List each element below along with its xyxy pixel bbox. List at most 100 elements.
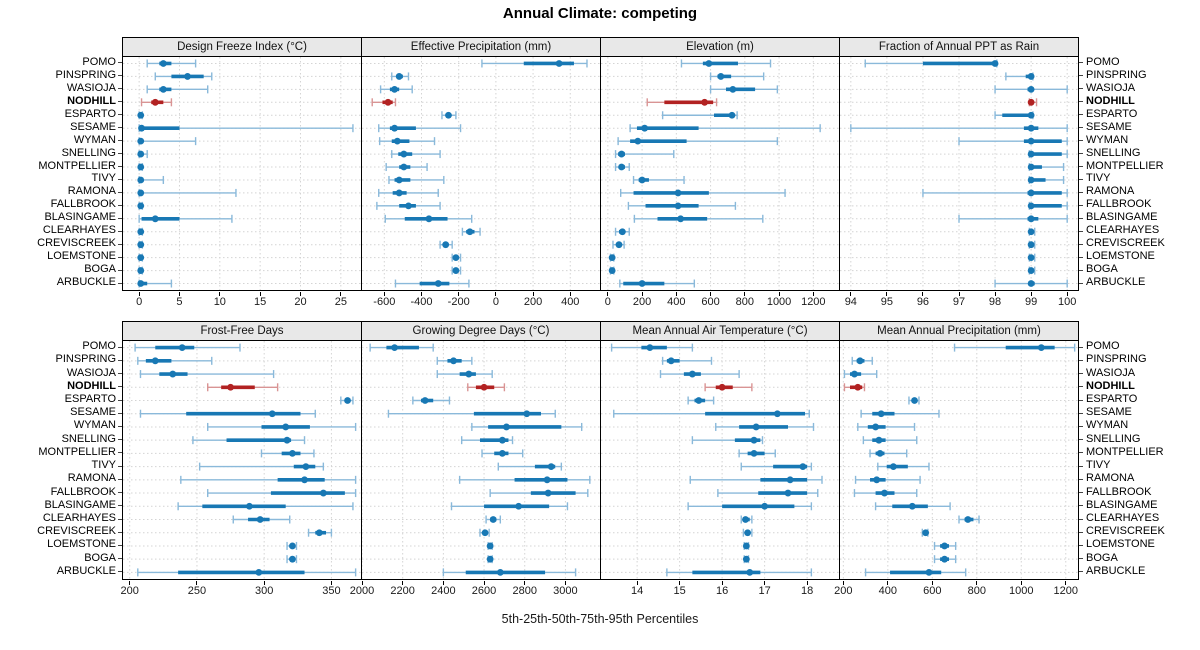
panel-header: Growing Degree Days (°C) (362, 322, 600, 341)
tick-mark (842, 581, 844, 585)
y-tick-left (118, 114, 122, 116)
median-dot (137, 189, 145, 197)
site-label-right: BLASINGAME (1086, 211, 1158, 224)
tick-label: 17 (758, 585, 771, 597)
panel-header: Mean Annual Precipitation (mm) (840, 322, 1078, 341)
tick-label: 350 (322, 585, 341, 597)
site-label-right: SNELLING (1086, 432, 1141, 445)
median-dot (489, 516, 497, 523)
tick-label: 15 (673, 585, 686, 597)
site-label-right: SESAME (1086, 406, 1132, 419)
median-dot (761, 502, 769, 510)
site-label-right: CREVISCREEK (1086, 237, 1165, 250)
y-tick-right (1079, 571, 1083, 573)
tick-mark (1065, 581, 1067, 585)
tick-mark (931, 581, 933, 585)
y-tick-right (1079, 230, 1083, 232)
site-label-right: PINSPRING (1086, 353, 1147, 366)
median-dot (481, 529, 489, 537)
y-tick-right (1079, 282, 1083, 284)
tick-label: 25 (334, 296, 347, 308)
site-label-left: NODHILL (67, 94, 116, 107)
y-tick-left (118, 465, 122, 467)
site-label-left: CREVISCREEK (37, 237, 116, 250)
panel-plot (840, 341, 1078, 579)
panel-3: Fraction of Annual PPT as Rain (839, 37, 1079, 291)
median-dot (991, 60, 999, 67)
y-tick-left (118, 425, 122, 427)
median-dot (544, 489, 552, 497)
median-dot (873, 476, 881, 484)
median-dot (701, 98, 708, 106)
panel-header: Design Freeze Index (°C) (123, 38, 361, 57)
site-label-left: BOGA (84, 263, 116, 276)
median-dot (876, 449, 884, 457)
median-dot (744, 529, 752, 537)
median-dot (151, 215, 159, 223)
y-tick-left (118, 166, 122, 168)
tick-label: 800 (967, 585, 986, 597)
tick-label: 10 (213, 296, 226, 308)
site-label-left: CLEARHAYES (42, 224, 116, 237)
median-dot (922, 529, 930, 537)
y-tick-left (118, 75, 122, 77)
y-tick-left (118, 282, 122, 284)
median-dot (498, 436, 506, 444)
y-tick-left (118, 386, 122, 388)
y-tick-left (118, 191, 122, 193)
site-label-left: BLASINGAME (44, 211, 116, 224)
tick-mark (744, 292, 746, 296)
site-label-right: RAMONA (1086, 472, 1135, 485)
median-dot (941, 555, 948, 563)
tick-mark (1020, 581, 1022, 585)
median-dot (400, 163, 408, 171)
y-tick-left (118, 256, 122, 258)
median-dot (728, 111, 736, 119)
site-label-left: ARBUCKLE (56, 276, 116, 289)
y-tick-right (1079, 191, 1083, 193)
median-dot (674, 189, 682, 197)
median-dot (1027, 137, 1035, 145)
site-label-left: ARBUCKLE (56, 564, 116, 577)
median-dot (1027, 202, 1035, 210)
median-dot (799, 463, 807, 471)
y-tick-left (118, 492, 122, 494)
tick-label: 250 (187, 585, 207, 597)
median-dot (1027, 98, 1035, 106)
panel-header: Frost-Free Days (123, 322, 361, 341)
median-dot (618, 150, 625, 158)
median-dot (1027, 280, 1035, 287)
y-tick-left (118, 217, 122, 219)
y-tick-right (1079, 243, 1083, 245)
y-tick-right (1079, 346, 1083, 348)
site-label-left: MONTPELLIER (38, 445, 116, 458)
panel-plot (362, 341, 600, 579)
median-dot (283, 436, 291, 444)
site-label-right: WASIOJA (1086, 81, 1136, 94)
y-tick-right (1079, 373, 1083, 375)
median-dot (395, 73, 403, 80)
y-tick-left (118, 505, 122, 507)
median-dot (851, 370, 858, 378)
median-dot (137, 202, 145, 210)
median-dot (523, 410, 531, 418)
median-dot (466, 228, 474, 236)
tick-label: 14 (631, 585, 644, 597)
y-tick-left (118, 140, 122, 142)
median-dot (925, 568, 933, 576)
median-dot (1027, 267, 1035, 274)
x-axis-panel-2: 0 200 400 600 800 1000 1200 (600, 292, 840, 312)
tick-mark (259, 292, 261, 296)
panel-plot (601, 57, 839, 290)
y-tick-right (1079, 75, 1083, 77)
tick-label: 15 (254, 296, 267, 308)
tick-mark (1066, 292, 1068, 296)
median-dot (1027, 85, 1035, 93)
median-dot (515, 502, 523, 510)
tick-mark (764, 581, 766, 585)
median-dot (289, 449, 296, 457)
tick-label: 1000 (1009, 585, 1034, 597)
tick-label: 2400 (431, 585, 456, 597)
site-label-right: SNELLING (1086, 146, 1141, 159)
median-dot (255, 568, 263, 576)
